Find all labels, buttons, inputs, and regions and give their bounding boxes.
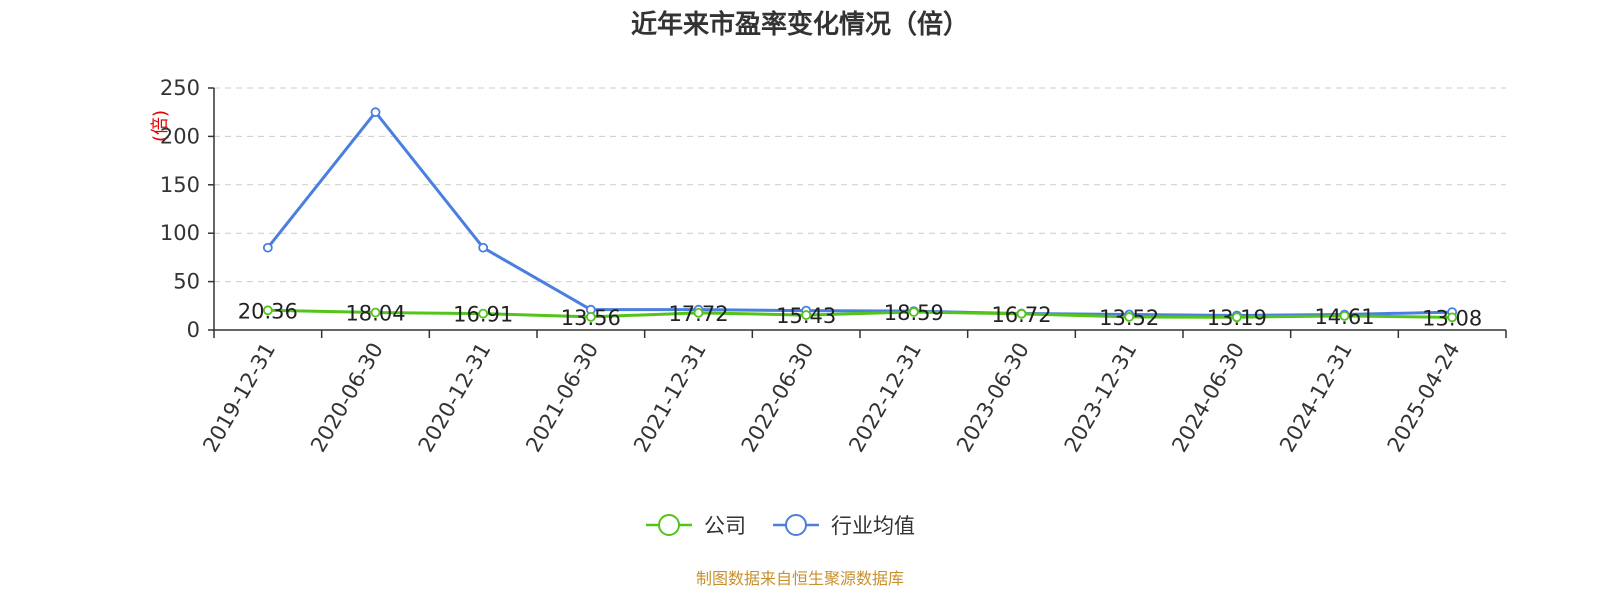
industry-data-point[interactable]	[370, 107, 381, 118]
company-data-label: 13.19	[1207, 306, 1267, 330]
company-data-point[interactable]	[801, 310, 812, 320]
company-data-point[interactable]	[370, 307, 381, 318]
x-tick-label: 2019-12-31	[198, 339, 280, 457]
industry-series-line	[266, 110, 1453, 317]
company-data-point[interactable]	[585, 311, 596, 322]
y-tick-label: 250	[160, 76, 200, 100]
x-tick-label: 2024-12-31	[1275, 339, 1357, 457]
company-data-label: 13.08	[1422, 306, 1482, 330]
company-data-point[interactable]	[693, 307, 704, 318]
company-data-label: 16.72	[991, 303, 1051, 327]
legend-label: 行业均值	[831, 514, 915, 538]
x-tick-label: 2021-12-31	[629, 339, 711, 457]
company-series-line	[267, 308, 1453, 319]
company-data-point[interactable]	[262, 305, 273, 316]
company-data-point[interactable]	[478, 308, 489, 319]
x-tick-label: 2023-12-31	[1060, 339, 1142, 457]
x-tick-label: 2022-12-31	[844, 339, 926, 457]
legend[interactable]: 公司 行业均值	[646, 514, 915, 538]
axis-layer: 0 50 100 150 200 250 2019-12-31 2020-06-30 2020-…	[160, 76, 1507, 457]
data-source-note: 制图数据来自恒生聚源数据库	[696, 569, 904, 588]
company-data-label: 15.43	[776, 304, 836, 328]
x-tick-label: 2021-06-30	[521, 339, 603, 457]
chart-title: 近年来市盈率变化情况（倍）	[631, 9, 969, 40]
x-tick-label: 2020-12-31	[414, 339, 496, 457]
company-data-label: 17.72	[668, 302, 728, 326]
industry-data-point[interactable]	[262, 242, 273, 253]
industry-data-point[interactable]	[478, 242, 489, 253]
legend-label: 公司	[704, 514, 746, 538]
company-data-label: 20.36	[238, 299, 298, 323]
company-data-label: 14.61	[1314, 305, 1374, 329]
company-data-point[interactable]	[1447, 312, 1458, 323]
company-data-point[interactable]	[1124, 312, 1135, 322]
company-data-label: 18.59	[884, 301, 944, 325]
y-tick-label: 100	[160, 221, 200, 245]
legend-circle-icon	[658, 514, 680, 536]
y-tick-label: 0	[187, 318, 200, 342]
x-tick-label: 2023-06-30	[952, 339, 1034, 457]
legend-item-company[interactable]: 公司	[646, 514, 746, 538]
company-data-label: 13.56	[561, 306, 621, 330]
data-label-layer: 20.36 18.04 16.91 13.56 17.72 15.43 18.59 16.72…	[238, 299, 1482, 330]
legend-item-industry[interactable]: 行业均值	[773, 514, 915, 538]
x-tick-label: 2024-06-30	[1167, 339, 1249, 457]
company-data-label: 16.91	[453, 303, 513, 327]
legend-circle-icon	[785, 514, 807, 536]
company-data-label: 13.52	[1099, 306, 1159, 330]
x-tick-label: 2022-06-30	[737, 339, 819, 457]
y-tick-label: 150	[160, 173, 200, 197]
series-layer	[262, 107, 1458, 323]
x-tick-label: 2020-06-30	[306, 339, 388, 457]
company-data-point[interactable]	[1231, 312, 1242, 323]
company-data-point[interactable]	[1016, 308, 1027, 319]
company-data-point[interactable]	[908, 307, 919, 317]
x-tick-label: 2025-04-24	[1383, 339, 1465, 457]
y-tick-label: 200	[160, 124, 200, 148]
y-tick-label: 50	[173, 270, 200, 294]
company-data-point[interactable]	[1339, 310, 1350, 321]
y-axis-unit: (倍)	[150, 110, 171, 142]
grid-layer	[214, 87, 1506, 283]
company-data-label: 18.04	[345, 302, 405, 326]
